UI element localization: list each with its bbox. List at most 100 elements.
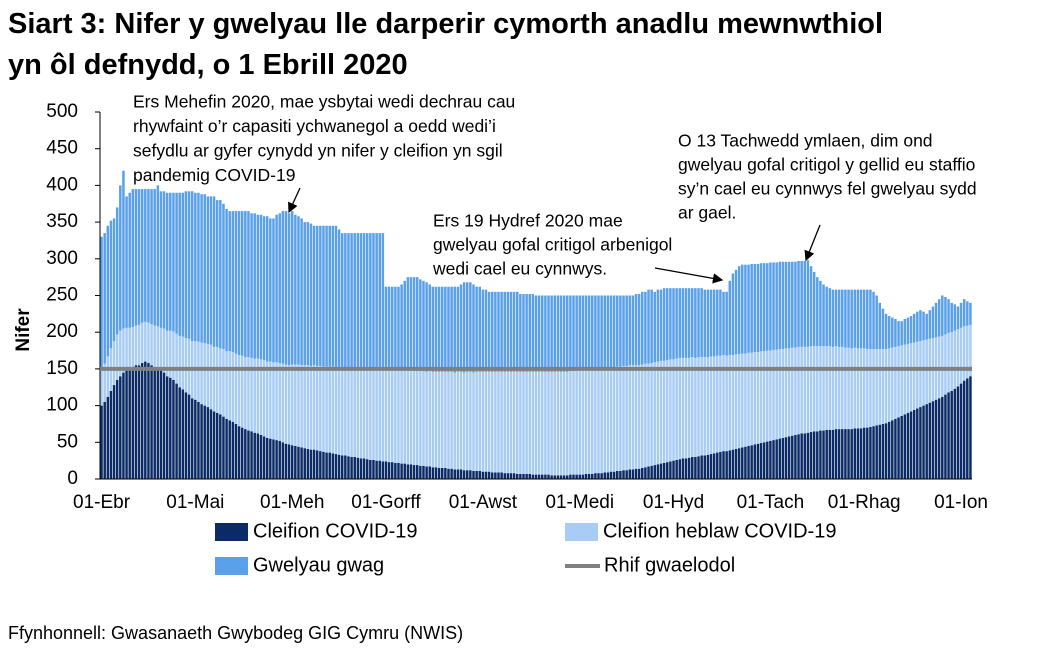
bar-segment [681,357,685,459]
bar-segment [566,295,569,372]
bar-segment [653,465,657,479]
bar-segment [597,368,600,474]
bar-segment [422,280,425,372]
bar-segment [894,346,897,419]
bar-segment [297,364,300,447]
bar-segment [128,327,131,369]
bar-segment [884,313,888,350]
bar-segment [437,467,441,479]
bar-segment [309,449,313,479]
bar-segment [119,376,122,479]
bar-segment [506,291,510,372]
bar-segment [869,349,872,427]
bar-segment [728,354,732,451]
bar-segment [475,470,478,479]
bar-segment [459,284,463,372]
bar-segment [728,450,732,479]
bar-segment [356,368,360,458]
x-tick-label: 01-Ebr [73,492,131,513]
bar-segment [834,289,838,347]
bar-segment [322,451,325,479]
bar-segment [756,352,760,444]
bar-segment [265,437,269,479]
bar-segment [365,233,369,370]
bar-segment [747,445,750,479]
bar-segment [315,365,319,451]
bar-segment [550,371,553,476]
bar-segment [487,291,491,372]
bar-segment [397,370,400,463]
bar-segment [556,295,560,372]
bar-segment [759,443,763,479]
bar-segment [112,218,116,342]
bar-segment [544,295,547,372]
bar-segment [444,371,447,468]
bar-segment [444,467,447,479]
bar-segment [944,296,947,335]
bar-segment [387,462,391,479]
bar-segment [691,357,694,457]
bar-segment [200,404,203,479]
bar-segment [847,289,850,348]
bar-segment [275,362,278,441]
bar-segment [962,326,966,381]
y-tick-label: 350 [46,211,78,232]
bar-segment [684,458,688,479]
bar-segment [669,359,672,462]
bar-segment [962,380,966,479]
bar-segment [947,332,950,393]
bar-segment [115,207,119,335]
bar-segment [759,263,763,352]
x-tick-label: 01-Gorff [351,492,421,513]
bar-segment [512,291,516,372]
bar-segment [378,460,381,479]
bar-segment [750,445,753,479]
bar-segment [681,458,685,479]
bar-segment [800,261,803,347]
bar-segment [162,328,166,373]
bar-segment [406,277,410,372]
bar-segment [800,433,803,479]
bar-segment [403,463,406,479]
bar-segment [900,321,903,346]
bar-segment [547,295,550,372]
bar-segment [172,379,175,479]
bar-segment [650,363,653,466]
bar-segment [437,286,441,372]
bar-segment [147,189,150,323]
y-tick-label: 100 [46,395,78,416]
bar-segment [400,370,403,464]
bar-segment [837,289,841,347]
bar-segment [947,299,950,333]
bar-segment [625,365,628,471]
bar-segment [225,351,228,419]
bar-segment [428,371,431,467]
bar-segment [825,346,828,430]
bar-segment [494,291,497,372]
bar-segment [278,363,281,441]
bar-segment [675,288,678,359]
bar-segment [137,365,141,479]
bar-segment [478,470,481,479]
bar-segment [490,291,494,372]
bar-segment [419,371,422,466]
bar-segment [706,357,710,455]
bar-segment [365,369,369,460]
bar-segment [831,346,835,430]
bar-segment [787,261,791,349]
annotation: gwelyau gofal critigol y gellid eu staff… [678,155,975,175]
bar-segment [566,371,569,476]
bar-segment [581,295,585,371]
bar-segment [559,475,563,479]
bar-segment [806,432,810,479]
bar-segment [666,462,669,479]
bar-segment [959,327,963,384]
bar-segment [887,316,891,349]
bar-segment [515,291,519,372]
bar-segment [578,474,582,479]
bar-segment [825,429,828,479]
bar-segment [619,470,622,479]
bar-segment [475,371,478,471]
legend-label: Gwelyau gwag [253,554,384,576]
bar-segment [140,189,144,323]
